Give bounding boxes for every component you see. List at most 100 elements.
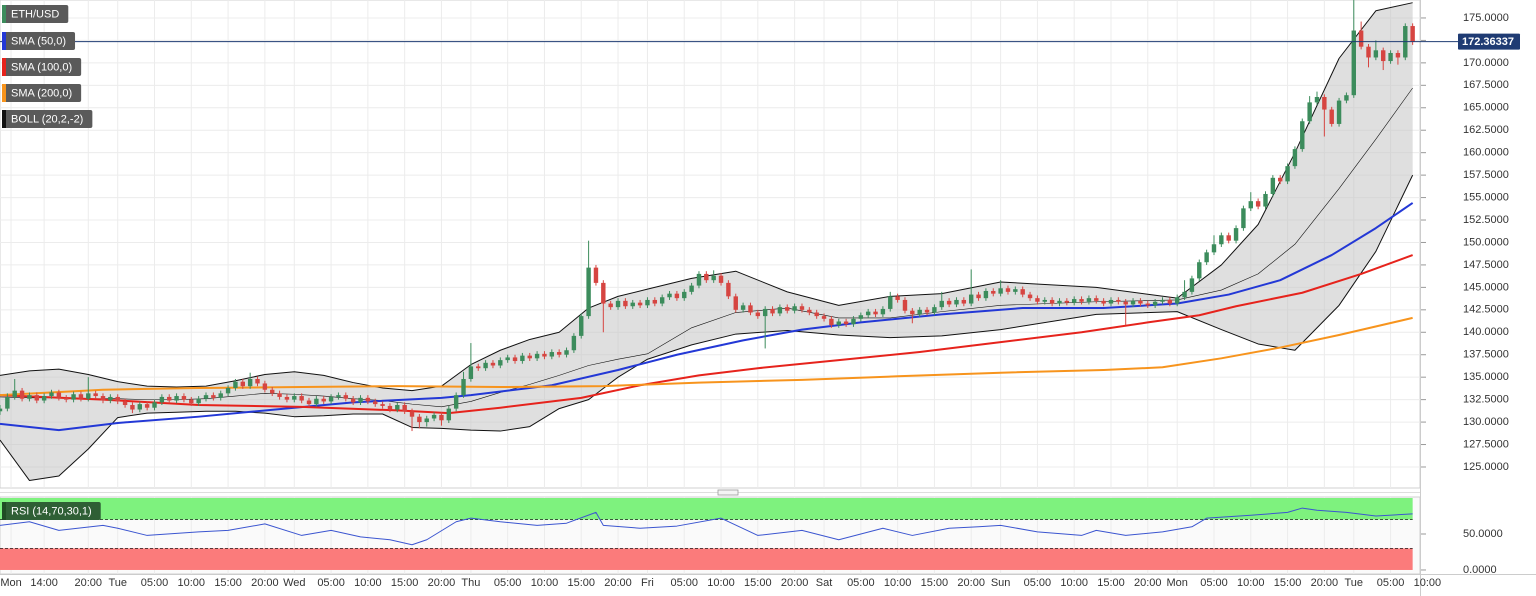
candle-body <box>49 392 54 397</box>
x-tick-label: 10:00 <box>1237 577 1265 589</box>
x-tick-label: 10:00 <box>531 577 559 589</box>
legend-item[interactable]: SMA (50,0) <box>2 32 76 50</box>
main-plot <box>0 0 1415 481</box>
candle-body <box>424 418 429 423</box>
legend: ETH/USD SMA (50,0) SMA (100,0) SMA (200,0) B… <box>2 5 101 520</box>
candle-body <box>211 395 216 398</box>
candle-body <box>314 398 319 405</box>
candle-body <box>1336 100 1342 124</box>
candle-body <box>726 282 731 297</box>
candle-body <box>1226 235 1231 241</box>
candle-body <box>122 401 128 406</box>
legend-item[interactable]: ETH/USD <box>2 5 69 23</box>
candle-body <box>998 288 1003 294</box>
candle-body <box>534 353 540 359</box>
x-tick-label: 15:00 <box>921 577 949 589</box>
candle-body <box>645 299 650 306</box>
candle-body <box>836 321 841 326</box>
candle-body <box>0 408 3 412</box>
x-tick-label: 10:00 <box>707 577 735 589</box>
y-tick-label: 130.0000 <box>1463 416 1509 428</box>
candle-body <box>630 302 635 307</box>
y-tick-label: 160.0000 <box>1463 147 1509 159</box>
candle-body <box>1094 298 1099 301</box>
candle-body <box>711 275 716 281</box>
candle-body <box>41 396 47 401</box>
candle-body <box>365 397 371 402</box>
candle-body <box>1116 299 1121 302</box>
candle-body <box>1005 288 1011 292</box>
x-tick-label: 15:00 <box>391 577 419 589</box>
candle-body <box>498 360 503 366</box>
candle-body <box>571 335 577 351</box>
candle-body <box>5 396 10 409</box>
candle-body <box>1086 298 1092 302</box>
legend-item[interactable]: BOLL (20,2,-2) <box>2 110 93 128</box>
candle-body <box>417 416 422 423</box>
candle-body <box>895 296 900 300</box>
y-tick-label: 150.0000 <box>1463 236 1509 248</box>
y-tick-label: 132.5000 <box>1463 394 1509 406</box>
candle-body <box>1255 201 1261 207</box>
candle-body <box>799 306 805 310</box>
candle-body <box>189 399 194 404</box>
rsi-plot <box>0 498 1413 570</box>
rsi-tick-label: 0.0000 <box>1463 564 1497 576</box>
y-tick-label: 157.5000 <box>1463 169 1509 181</box>
rsi-band <box>0 548 1413 570</box>
legend-box <box>2 32 76 50</box>
legend-item[interactable]: RSI (14,70,30,1) <box>2 502 101 520</box>
candle-body <box>1211 244 1217 253</box>
candle-body <box>1079 299 1084 302</box>
legend-label: BOLL (20,2,-2) <box>11 113 83 125</box>
legend-swatch <box>2 5 6 23</box>
x-tick-label: 20:00 <box>1311 577 1339 589</box>
pane-resize-handle[interactable] <box>717 489 739 496</box>
candle-body <box>910 310 915 315</box>
candle-body <box>785 307 790 311</box>
y-tick-label: 147.5000 <box>1463 259 1509 271</box>
candle-body <box>1174 297 1180 304</box>
candle-body <box>321 398 326 402</box>
legend-box <box>2 58 82 76</box>
x-tick-label: 10:00 <box>1414 577 1442 589</box>
candle-body <box>277 393 282 397</box>
candle-body <box>1344 95 1349 101</box>
legend-swatch <box>2 84 6 102</box>
x-tick-label: Tue <box>108 577 127 589</box>
candle-body <box>1204 252 1209 263</box>
legend-item[interactable]: SMA (200,0) <box>2 84 82 102</box>
legend-label: SMA (200,0) <box>11 87 72 99</box>
candle-body <box>1071 299 1077 303</box>
candle-body <box>1248 201 1253 209</box>
x-tick-label: 20:00 <box>781 577 809 589</box>
x-tick-label: 05:00 <box>317 577 345 589</box>
candle-body <box>64 397 69 400</box>
x-tick-label: 20:00 <box>604 577 632 589</box>
legend-item[interactable]: SMA (100,0) <box>2 58 82 76</box>
candle-body <box>1101 300 1106 304</box>
candle-body <box>34 395 39 401</box>
candle-body <box>1366 46 1371 58</box>
candle-body <box>652 299 658 304</box>
x-tick-label: Fri <box>641 577 654 589</box>
candle-body <box>696 273 702 286</box>
legend-label: RSI (14,70,30,1) <box>11 505 92 517</box>
x-tick-label: 05:00 <box>141 577 169 589</box>
x-tick-label: 05:00 <box>1377 577 1405 589</box>
candle-body <box>306 400 312 405</box>
candle-body <box>505 357 510 361</box>
candle-body <box>483 362 488 369</box>
candle-body <box>196 398 201 404</box>
candle-body <box>343 395 349 399</box>
bollinger-upper <box>0 2 1413 392</box>
candle-body <box>108 396 113 401</box>
legend-label: SMA (50,0) <box>11 35 66 47</box>
candle-body <box>932 307 937 313</box>
candle-body <box>880 308 886 315</box>
candle-body <box>1152 301 1158 306</box>
candle-body <box>1042 299 1047 302</box>
candle-body <box>983 290 989 299</box>
x-tick-label: 05:00 <box>1200 577 1228 589</box>
